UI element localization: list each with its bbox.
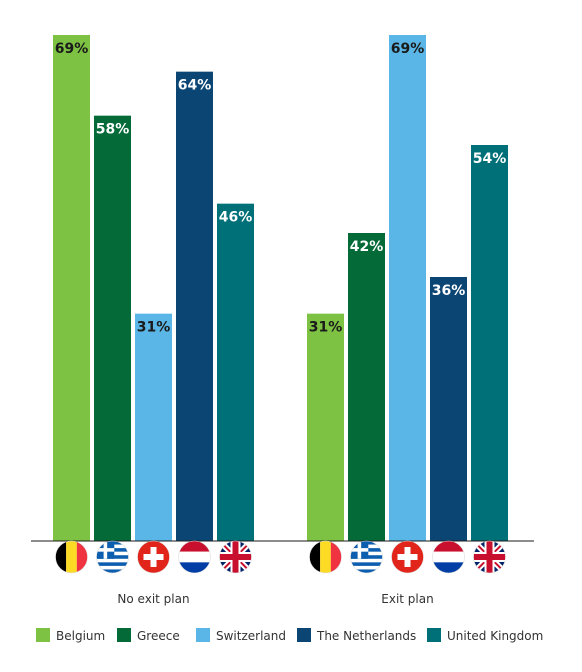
- netherlands-flag-icon: [432, 540, 465, 574]
- greece-flag-icon: [96, 540, 129, 574]
- uk-flag-icon: [219, 540, 252, 574]
- legend-swatch: [427, 628, 441, 642]
- x-category-label: Exit plan: [381, 592, 433, 606]
- legend-label: United Kingdom: [447, 629, 543, 643]
- switzerland-flag-icon: [137, 540, 170, 574]
- bar-belgium-no-exit-plan: [53, 35, 90, 541]
- data-label: 69%: [55, 41, 89, 57]
- data-label: 46%: [219, 210, 253, 226]
- uk-flag-icon: [473, 540, 506, 574]
- data-label: 42%: [350, 239, 384, 255]
- data-label: 69%: [391, 41, 425, 57]
- bar-the-netherlands-no-exit-plan: [176, 71, 213, 542]
- belgium-flag-icon: [309, 540, 342, 574]
- legend-label: Belgium: [56, 629, 105, 643]
- greece-flag-icon: [350, 540, 383, 574]
- data-label: 54%: [473, 151, 507, 167]
- bar-switzerland-no-exit-plan: [135, 313, 172, 541]
- legend-label: Switzerland: [216, 629, 286, 643]
- legend-swatch: [117, 628, 131, 642]
- bar-greece-no-exit-plan: [94, 115, 131, 542]
- data-label: 58%: [96, 122, 130, 138]
- bar-belgium-exit-plan: [307, 313, 344, 541]
- data-label: 64%: [178, 78, 212, 94]
- bar-united-kingdom-exit-plan: [471, 145, 508, 541]
- legend-label: The Netherlands: [316, 629, 416, 643]
- data-label: 31%: [137, 320, 171, 336]
- legend-label: Greece: [137, 629, 180, 643]
- bar-switzerland-exit-plan: [389, 35, 426, 541]
- data-label: 36%: [432, 283, 466, 299]
- legend-swatch: [196, 628, 210, 642]
- netherlands-flag-icon: [178, 540, 211, 574]
- legend-swatch: [36, 628, 50, 642]
- bar-united-kingdom-no-exit-plan: [217, 203, 254, 541]
- switzerland-flag-icon: [391, 540, 424, 574]
- bar-greece-exit-plan: [348, 233, 385, 541]
- data-label: 31%: [309, 320, 343, 336]
- bar-the-netherlands-exit-plan: [430, 277, 467, 541]
- belgium-flag-icon: [55, 540, 88, 574]
- x-category-label: No exit plan: [117, 592, 189, 606]
- legend-swatch: [297, 628, 311, 642]
